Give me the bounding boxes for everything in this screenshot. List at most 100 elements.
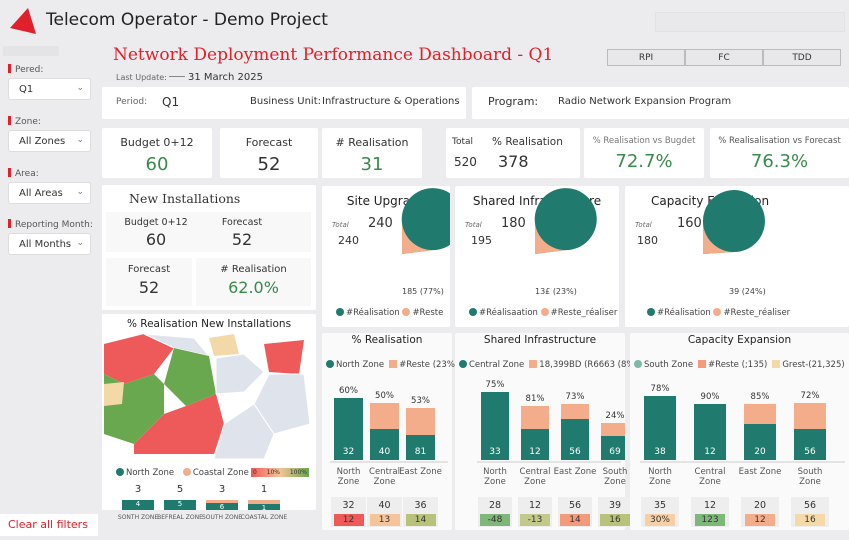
bar-pct-label: 85%	[751, 392, 770, 402]
chevron-down-icon: ⌄	[76, 187, 84, 197]
bar-pct-label: 24%	[606, 411, 625, 421]
app-title: Telecom Operator - Demo Project	[46, 10, 328, 30]
logo-icon	[10, 8, 36, 34]
table-cell: 28 -48	[478, 497, 512, 527]
pie-slice-reste	[402, 223, 433, 254]
zone-count: 3	[134, 484, 142, 495]
bar-pct-label: 53%	[411, 396, 430, 406]
filter-label: Area:	[8, 168, 39, 179]
value-badge: 12	[333, 514, 364, 526]
rpi-button[interactable]: RPI	[607, 49, 685, 66]
tdd-button[interactable]: TDD	[763, 49, 841, 66]
bar-pct-label: 50%	[375, 391, 394, 401]
filter-select[interactable]: All Months ⌄	[8, 233, 91, 255]
bar-chart-panel: % Realisation North Zone #Reste (23%) 60%…	[322, 333, 458, 530]
fc-button[interactable]: FC	[685, 49, 763, 66]
zone-count: 1	[260, 484, 268, 495]
category-label: East Zone	[738, 467, 782, 477]
info-right: Program: Radio Network Expansion Program	[472, 87, 849, 119]
filter-select[interactable]: All Zones ⌄	[8, 130, 91, 152]
bar-value-label: 38	[654, 447, 666, 457]
category-label: Central Zone	[519, 467, 551, 487]
new-installations-panel: New Installations Budget 0+12 60 Forecast…	[102, 185, 316, 310]
clear-filters-button[interactable]: Clear all filters	[0, 514, 98, 536]
bar-chart-title: % Realisation	[351, 334, 423, 346]
bar-value-label: 56	[804, 447, 816, 457]
category-label: North Zone	[648, 467, 672, 487]
legend-label: Grest-(21,325)	[782, 360, 845, 370]
bar-value-label: 56	[569, 447, 581, 457]
bar-value-label: 33	[489, 447, 500, 457]
legend-swatch	[389, 360, 398, 368]
table-cell: 39 16	[598, 497, 632, 527]
table-cell: 12 123	[691, 497, 729, 527]
bar-reste	[521, 406, 549, 429]
chevron-down-icon: ⌄	[76, 135, 84, 145]
pie-panel: Capacity Expansion Total 160 180 39 (24%…	[625, 186, 849, 327]
legend-swatch	[529, 360, 538, 368]
filter-select[interactable]: All Areas ⌄	[8, 182, 91, 204]
pie-total: 160	[677, 216, 702, 231]
color-scale: 0 10% 100%	[251, 468, 309, 477]
category-label: North Zone	[336, 467, 361, 487]
pie-realisation-label: 13£ (23%)	[535, 287, 577, 296]
zone-name: SONTH ZONE	[117, 514, 159, 521]
coastal-zone-dot	[182, 468, 191, 476]
filter-label: Reporting Month:	[8, 219, 93, 230]
bar-realisation	[370, 429, 399, 460]
header-search-box[interactable]	[655, 12, 845, 32]
legend-swatch	[698, 360, 707, 368]
legend-swatch	[772, 360, 781, 368]
bar-reste	[370, 403, 399, 429]
zone-count: 3	[218, 484, 226, 495]
value-badge: 16	[600, 514, 630, 526]
category-label: South Zone	[602, 467, 628, 487]
category-label: Central Zone	[694, 467, 726, 487]
bar-pct-label: 90%	[701, 392, 720, 402]
bar-realisation	[744, 424, 776, 460]
chevron-down-icon: ⌄	[76, 238, 84, 248]
legend-label: Central Zone	[469, 360, 525, 370]
kpi-realisation: # Realisation 31	[322, 128, 422, 178]
pie-slice-reste	[703, 223, 734, 254]
filter-label: Pered:	[8, 64, 43, 75]
zone-bar: 4	[122, 500, 154, 510]
bar-value-label: 81	[415, 447, 426, 457]
pie-reste-label: 180	[637, 234, 658, 247]
map-panel: % Realisation New Installations North Zo…	[102, 314, 316, 521]
bar-realisation	[334, 398, 363, 460]
pie-slice-realisation	[702, 190, 765, 254]
bar-realisation	[406, 435, 435, 460]
bar-chart-panel: Capacity Expansion South Zone #Reste (;13…	[630, 333, 849, 530]
value-badge: 16	[795, 514, 825, 526]
zone-map[interactable]	[104, 334, 314, 462]
kpi-vs-budget: % Realisation vs Bugdet 72.7%	[584, 128, 704, 178]
bar-reste	[601, 423, 625, 436]
table-cell: 32 12	[331, 497, 366, 527]
legend-label: South Zone	[644, 360, 694, 370]
legend-label: #Reste (23%)	[399, 360, 459, 370]
bar-chart-title: Shared Infrastructure	[483, 334, 597, 346]
sidebar-placeholder	[3, 46, 59, 56]
bar-value-label: 32	[343, 447, 354, 457]
table-cell: 35 30%	[641, 497, 679, 527]
period-value: Q1	[162, 95, 180, 109]
pie-panel: Site Upgrade Total 240 240 185 (77%) #Ré…	[322, 186, 450, 327]
category-label: East Zone	[553, 467, 597, 477]
pie-total: 180	[501, 216, 526, 231]
bar-pct-label: 72%	[801, 391, 820, 401]
value-badge: 14	[405, 514, 436, 526]
period-label: Period:	[116, 97, 148, 107]
bar-pct-label: 81%	[526, 394, 545, 404]
north-zone-dot	[116, 468, 124, 476]
new-installations-title: New Installations	[129, 191, 241, 206]
filter-select[interactable]: Q1 ⌄	[8, 78, 91, 100]
program-label: Program:	[488, 95, 539, 108]
value-badge: 12	[745, 514, 775, 526]
dashboard-title: Network Deployment Performance Dashboard…	[113, 45, 554, 65]
table-cell: 56 14	[558, 497, 592, 527]
bar-realisation	[644, 396, 676, 460]
pie-slice-realisation	[534, 188, 597, 254]
zone-name: COASTAL ZONE	[240, 514, 288, 521]
value-badge: 123	[695, 514, 725, 526]
